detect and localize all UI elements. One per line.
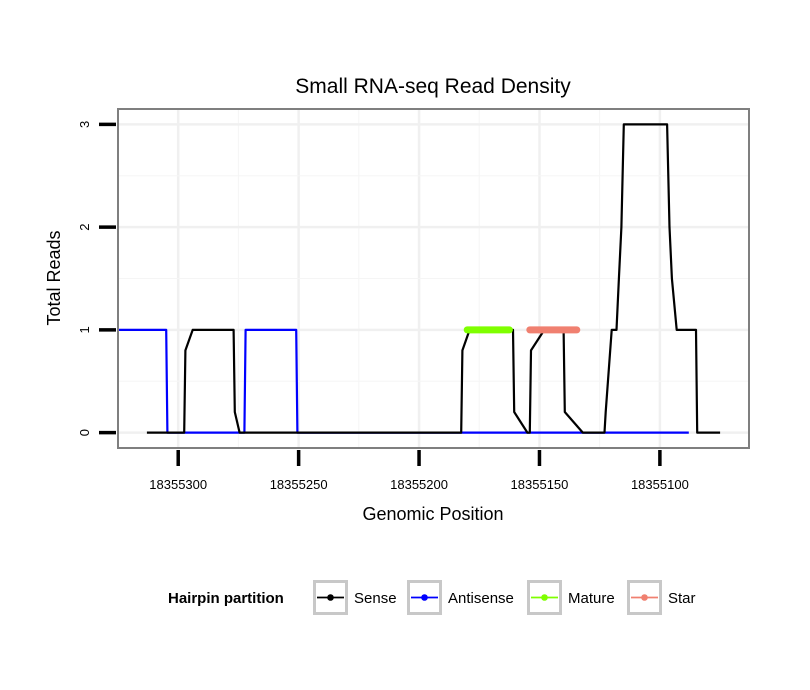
y-axis-title: Total Reads bbox=[44, 230, 64, 325]
legend-item-mature: Mature bbox=[527, 580, 615, 615]
y-tick-label: 0 bbox=[77, 429, 92, 436]
x-tick-label: 18355200 bbox=[390, 477, 448, 492]
x-tick-label: 18355100 bbox=[631, 477, 689, 492]
x-axis: 18355300 18355250 18355200 18355150 18355100 bbox=[149, 450, 689, 492]
x-tick-label: 18355250 bbox=[270, 477, 328, 492]
grid-lines bbox=[118, 109, 749, 448]
legend-title: Hairpin partition bbox=[168, 590, 284, 607]
chart-title: Small RNA-seq Read Density bbox=[295, 75, 571, 98]
legend-label: Antisense bbox=[448, 590, 514, 607]
legend-key-dot bbox=[541, 594, 548, 601]
y-tick-label: 1 bbox=[77, 326, 92, 333]
x-tick-label: 18355300 bbox=[149, 477, 207, 492]
legend-item-sense: Sense bbox=[313, 580, 397, 615]
series-line-sense bbox=[146, 123, 721, 434]
x-tick-label: 18355150 bbox=[511, 477, 569, 492]
legend-key-dot bbox=[641, 594, 648, 601]
legend-key-dot bbox=[421, 594, 428, 601]
series-line-antisense bbox=[118, 328, 689, 434]
legend-label: Star bbox=[668, 590, 696, 607]
plot-border bbox=[117, 108, 750, 449]
legend-item-antisense: Antisense bbox=[407, 580, 514, 615]
legend-label: Mature bbox=[568, 590, 615, 607]
legend-key-dot bbox=[327, 594, 334, 601]
legend-item-star: Star bbox=[627, 580, 696, 615]
x-axis-title: Genomic Position bbox=[362, 504, 503, 524]
series-lines bbox=[118, 123, 721, 434]
legend-label: Sense bbox=[354, 590, 397, 607]
y-tick-label: 2 bbox=[77, 224, 92, 231]
legend-items: Sense Antisense Mature Star bbox=[313, 580, 696, 615]
plot-panel bbox=[117, 108, 750, 449]
y-tick-label: 3 bbox=[77, 121, 92, 128]
y-axis: 0 1 2 3 bbox=[77, 121, 116, 436]
legend: Hairpin partition Sense Antisense Mature St… bbox=[168, 580, 696, 615]
